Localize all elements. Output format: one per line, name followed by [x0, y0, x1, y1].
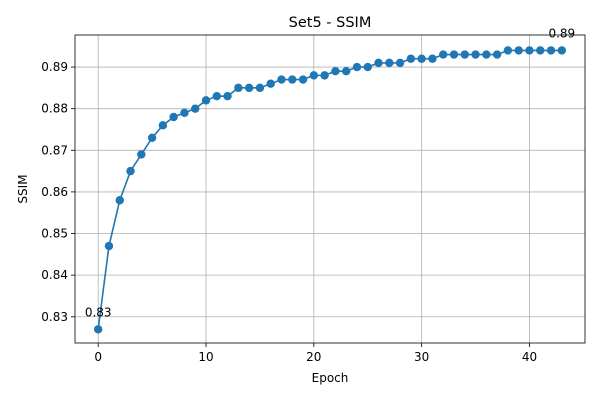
y-axis-label: SSIM — [16, 174, 30, 203]
data-point — [546, 46, 556, 55]
data-point — [439, 50, 448, 59]
y-tick-label: 0.86 — [41, 185, 68, 199]
y-tick-label: 0.89 — [41, 60, 68, 74]
data-point — [449, 50, 459, 59]
y-tick-label: 0.84 — [41, 268, 68, 282]
data-point — [126, 166, 135, 176]
data-point — [341, 67, 351, 76]
x-tick-label: 20 — [306, 350, 321, 364]
data-point — [514, 46, 523, 55]
data-point — [428, 54, 437, 63]
data-point — [492, 50, 502, 59]
data-point — [309, 71, 319, 80]
data-point — [417, 54, 426, 63]
data-point — [277, 75, 286, 84]
annotations: 0.83 0.89 — [85, 26, 575, 319]
x-tick-label: 40 — [522, 350, 537, 364]
value-annotation: 0.89 — [548, 26, 575, 40]
x-axis-label: Epoch — [312, 371, 349, 385]
data-point — [180, 108, 189, 118]
data-point — [525, 46, 534, 55]
data-point — [93, 325, 103, 334]
data-point — [137, 150, 146, 159]
data-point — [374, 58, 383, 68]
y-tick-label: 0.88 — [41, 102, 68, 116]
data-point — [255, 83, 265, 93]
data-point — [298, 75, 308, 84]
data-point — [244, 83, 254, 93]
x-tick-label: 0 — [94, 350, 102, 364]
data-point — [536, 46, 545, 55]
data-point — [115, 196, 124, 205]
data-point — [158, 121, 168, 130]
data-point — [191, 104, 200, 113]
data-point — [104, 241, 114, 251]
chart-title: Set5 - SSIM — [289, 15, 372, 31]
data-point — [320, 71, 329, 80]
data-point — [147, 133, 157, 143]
y-tick-label: 0.85 — [41, 227, 68, 241]
data-point — [223, 91, 232, 101]
data-point — [385, 58, 394, 68]
data-point — [460, 50, 469, 59]
data-point — [482, 50, 491, 59]
data-point — [471, 50, 480, 59]
y-tick-label: 0.83 — [41, 310, 68, 324]
data-point — [331, 67, 340, 76]
data-point — [288, 75, 297, 84]
data-series — [93, 46, 567, 334]
data-point — [234, 83, 243, 93]
plot-frame — [74, 34, 586, 344]
y-tick-label: 0.87 — [41, 143, 68, 157]
data-point — [503, 46, 513, 55]
axis-ticks: 0 10 20 30 40 0.83 0.84 0.85 0.86 0.87 0.88 0.89 — [41, 60, 537, 364]
data-point — [266, 79, 275, 88]
x-tick-label: 30 — [414, 350, 429, 364]
x-tick-label: 10 — [198, 350, 213, 364]
data-point — [363, 62, 372, 72]
data-point — [406, 54, 416, 63]
grid — [75, 35, 585, 343]
data-point — [557, 46, 567, 55]
data-point — [212, 91, 221, 101]
data-point — [169, 112, 178, 122]
data-point — [352, 62, 362, 72]
value-annotation: 0.83 — [85, 305, 112, 319]
data-point — [201, 96, 211, 105]
data-point — [395, 58, 405, 68]
